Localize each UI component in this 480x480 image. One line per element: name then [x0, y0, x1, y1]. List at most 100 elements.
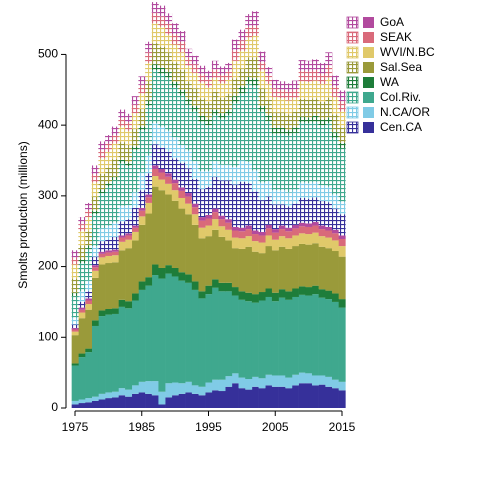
bar-segment	[225, 240, 233, 283]
bar-segment	[231, 383, 239, 408]
hatched-bar-segment	[245, 57, 253, 78]
hatched-bar-segment	[125, 113, 133, 123]
bar-segment	[245, 379, 253, 390]
bar-segment	[105, 314, 113, 393]
bar-segment	[125, 233, 133, 236]
hatched-bar-segment	[171, 23, 179, 34]
hatched-bar-segment	[271, 190, 279, 205]
bar-segment	[131, 300, 139, 386]
bar-segment	[298, 383, 306, 408]
bar-segment	[158, 391, 166, 405]
bar-segment	[105, 250, 113, 253]
bar-segment	[211, 390, 219, 408]
bar-segment	[218, 215, 226, 220]
hatched-bar-segment	[85, 245, 92, 249]
bar-segment	[98, 393, 106, 400]
bar-segment	[158, 278, 166, 392]
hatched-bar-segment	[105, 135, 113, 144]
hatched-bar-segment	[218, 97, 226, 114]
hatched-bar-segment	[98, 189, 106, 194]
hatched-bar-segment	[71, 317, 79, 325]
bar-segment	[225, 291, 233, 377]
bar-segment	[318, 297, 326, 376]
hatched-bar-segment	[331, 208, 339, 230]
hatched-bar-segment	[91, 196, 99, 211]
hatched-bar-segment	[258, 182, 266, 201]
hatched-bar-segment	[231, 166, 239, 185]
bar-segment	[231, 287, 239, 296]
bar-segment	[305, 383, 313, 408]
bar-segment	[145, 285, 153, 382]
hatched-bar-segment	[258, 88, 266, 107]
hatched-bar-segment	[178, 31, 186, 42]
hatched-bar-segment	[91, 165, 99, 174]
hatched-bar-segment	[118, 118, 126, 127]
hatched-bar-segment	[305, 123, 313, 184]
hatched-bar-segment	[185, 57, 193, 66]
bar-segment	[278, 289, 286, 298]
bar-segment	[185, 392, 193, 408]
hatched-bar-segment	[85, 202, 92, 210]
bar-segment	[291, 288, 299, 297]
hatched-bar-segment	[338, 142, 346, 149]
bar-segment	[311, 232, 319, 244]
bar-segment	[278, 297, 286, 376]
bar-segment	[271, 375, 279, 387]
bar-segment	[231, 230, 239, 238]
hatched-bar-segment	[291, 132, 299, 190]
bar-segment	[178, 187, 186, 191]
bar-segment	[278, 229, 286, 237]
bar-segment	[78, 312, 86, 319]
hatched-bar-segment	[325, 202, 333, 227]
hatched-bar-segment	[231, 50, 239, 61]
hatched-bar-segment	[211, 60, 219, 70]
bar-segment	[165, 265, 173, 274]
bar-segment	[91, 396, 99, 401]
hatched-bar-segment	[285, 192, 293, 207]
hatched-bar-segment	[98, 149, 106, 159]
hatched-bar-segment	[85, 210, 92, 218]
hatched-bar-segment	[78, 259, 86, 264]
bar-segment	[251, 302, 259, 377]
legend-label: Sal.Sea	[380, 60, 422, 74]
hatched-bar-segment	[205, 70, 213, 80]
hatched-bar-segment	[151, 144, 159, 166]
bar-segment	[311, 285, 319, 295]
hatched-bar-segment	[231, 39, 239, 51]
hatched-bar-segment	[131, 149, 139, 193]
bar-segment	[205, 382, 213, 393]
hatched-bar-segment	[245, 84, 253, 162]
hatched-bar-segment	[98, 193, 106, 229]
hatched-bar-segment	[165, 152, 173, 174]
bar-segment	[138, 216, 146, 225]
hatched-bar-segment	[145, 106, 153, 156]
y-tick-label: 0	[51, 400, 58, 414]
bar-segment	[78, 403, 86, 408]
bar-segment	[291, 224, 299, 229]
bar-segment	[111, 262, 119, 309]
hatched-bar-segment	[71, 278, 79, 293]
hatched-bar-segment	[145, 100, 153, 107]
bar-segment	[258, 235, 266, 243]
bar-segment	[305, 244, 313, 288]
hatched-bar-segment	[338, 90, 346, 102]
hatched-bar-segment	[165, 34, 173, 53]
hatched-bar-segment	[225, 164, 233, 181]
hatched-bar-segment	[138, 190, 146, 208]
bar-segment	[271, 229, 279, 233]
hatched-bar-segment	[311, 59, 319, 70]
bar-segment	[125, 301, 133, 309]
hatched-bar-segment	[158, 5, 166, 17]
bar-segment	[85, 402, 92, 408]
bar-segment	[218, 282, 226, 292]
legend-label: GoA	[380, 15, 404, 29]
bar-segment	[145, 393, 153, 408]
bar-segment	[171, 190, 179, 201]
hatched-bar-segment	[205, 171, 213, 187]
hatched-bar-segment	[191, 72, 199, 89]
hatched-bar-segment	[305, 198, 313, 224]
hatched-bar-segment	[145, 41, 153, 53]
bar-segment	[251, 386, 259, 408]
hatched-bar-segment	[125, 219, 133, 234]
